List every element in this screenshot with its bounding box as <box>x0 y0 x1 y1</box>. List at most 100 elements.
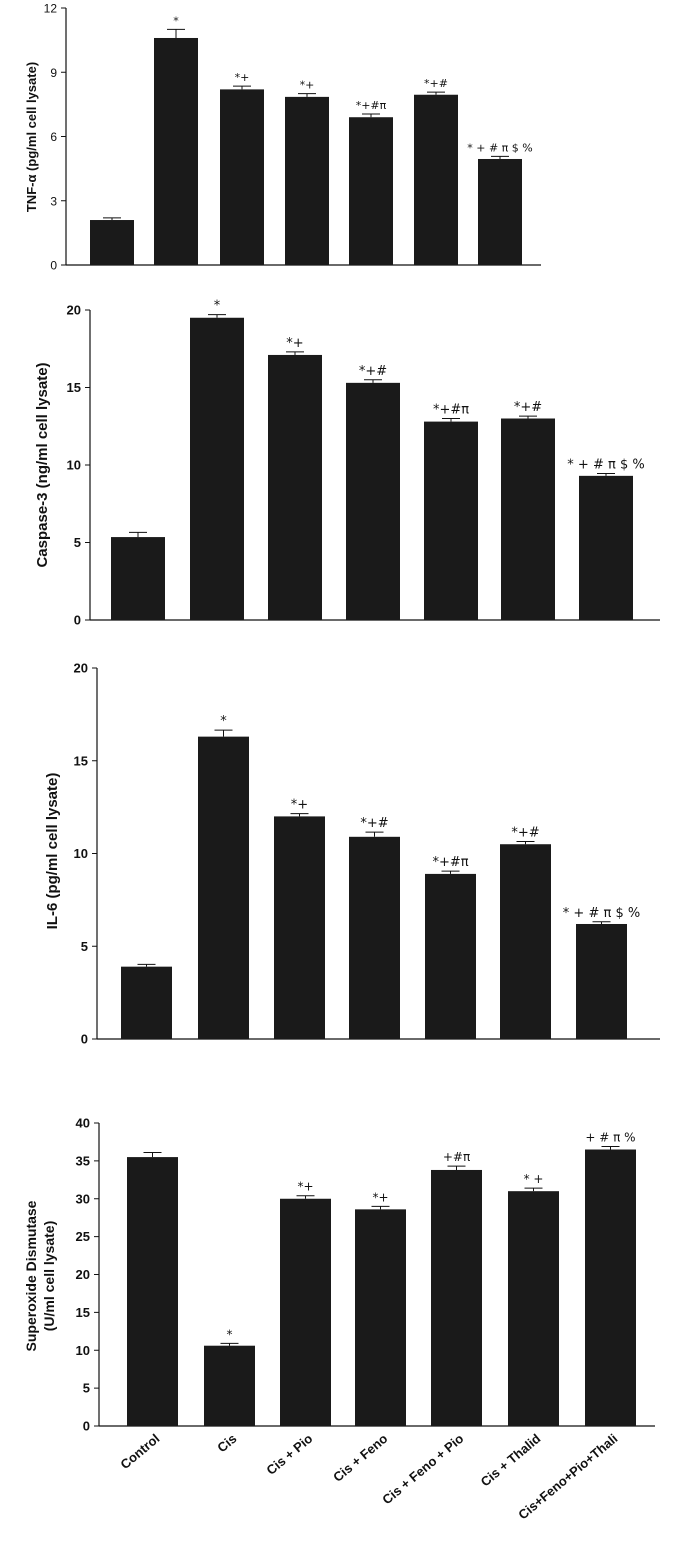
error-bar <box>214 729 233 737</box>
y-tick-label: 35 <box>76 1153 90 1168</box>
error-bar <box>516 840 535 845</box>
error-bar <box>364 379 382 383</box>
significance-label: * <box>220 714 227 729</box>
y-tick-label: 12 <box>44 2 58 16</box>
bar-5 <box>425 873 476 1039</box>
y-tick-label: 0 <box>81 1032 88 1047</box>
bar-3 <box>280 1198 331 1426</box>
significance-label: *+# <box>424 77 448 90</box>
y-tick-label: 25 <box>76 1229 90 1244</box>
y-axis-label: IL-6 (pg/ml cell lysate) <box>44 773 61 930</box>
error-bar <box>143 1152 162 1158</box>
bar-7 <box>585 1149 636 1426</box>
error-bar <box>519 415 537 419</box>
y-axis-label: Caspase-3 (ng/ml cell lysate) <box>34 362 51 567</box>
significance-label: * + # π $ % <box>567 458 644 473</box>
bar-1 <box>127 1157 178 1426</box>
y-tick-label: 15 <box>67 380 81 395</box>
significance-label: *+#π <box>356 99 387 112</box>
significance-label: * + # π $ % <box>467 141 533 154</box>
error-bar <box>371 1205 390 1210</box>
error-bar <box>296 1195 315 1199</box>
bar-5 <box>424 421 478 620</box>
error-bar <box>220 1342 239 1346</box>
error-bar <box>208 314 226 318</box>
error-bar <box>129 531 147 538</box>
y-tick-label: 30 <box>76 1191 90 1206</box>
significance-label: *+ <box>291 798 308 813</box>
y-tick-label: 0 <box>50 259 57 273</box>
significance-label: *+ <box>286 336 303 351</box>
x-category-label: Cis + Pio <box>263 1431 315 1478</box>
y-tick-label: 20 <box>76 1267 90 1282</box>
significance-label: * + # π $ % <box>563 906 640 921</box>
bar-1 <box>121 966 172 1039</box>
significance-label: *+# <box>359 364 387 379</box>
error-bar <box>137 963 156 967</box>
y-tick-label: 5 <box>83 1381 90 1396</box>
y-tick-label: 15 <box>74 753 88 768</box>
significance-label: * <box>227 1327 233 1341</box>
significance-label: * + <box>524 1172 544 1186</box>
x-category-label: Control <box>117 1431 162 1472</box>
error-bar <box>362 113 380 118</box>
bar-6 <box>508 1191 559 1426</box>
significance-label: *+ <box>372 1190 388 1204</box>
error-bar <box>524 1187 543 1192</box>
y-tick-label: 10 <box>74 846 88 861</box>
error-bar <box>601 1145 620 1150</box>
bar-2 <box>154 37 198 265</box>
y-tick-label: 10 <box>67 458 81 473</box>
significance-label: *+ <box>297 1180 313 1194</box>
y-tick-label: 5 <box>74 535 81 550</box>
y-tick-label: 20 <box>67 303 81 318</box>
y-tick-label: 3 <box>50 194 57 208</box>
error-bar <box>290 813 309 817</box>
bar-4 <box>349 836 400 1039</box>
error-bar <box>427 91 445 95</box>
chart-panel-1: 0 3 6 9 12 TNF-α (pg/ml cell lysate) * *+ *+ *+#π… <box>24 2 541 273</box>
significance-label: *+ <box>235 71 250 84</box>
bar-7 <box>579 475 633 620</box>
error-bar <box>298 93 316 97</box>
x-category-label: Cis + Thalid <box>478 1431 544 1490</box>
error-bar <box>233 85 251 90</box>
significance-label: + # π % <box>585 1130 635 1144</box>
bar-7 <box>576 923 627 1039</box>
y-tick-label: 10 <box>76 1343 90 1358</box>
error-bar <box>167 28 185 38</box>
bar-2 <box>204 1345 255 1426</box>
y-tick-label: 5 <box>81 939 88 954</box>
y-tick-label: 20 <box>74 661 88 676</box>
significance-label: *+# <box>360 816 388 831</box>
y-tick-label: 40 <box>76 1116 90 1131</box>
chart-panel-3: 0 5 10 15 20 IL-6 (pg/ml cell lysate) * *+ *+# *+… <box>44 661 660 1047</box>
significance-label: *+ <box>300 79 315 92</box>
y-tick-label: 6 <box>50 130 57 144</box>
y-tick-label: 15 <box>76 1305 90 1320</box>
significance-label: +#π <box>443 1150 470 1164</box>
bar-6 <box>501 418 555 620</box>
x-category-label: Cis + Feno <box>330 1431 390 1485</box>
y-axis-label: Superoxide Dismutase (U/ml cell lysate) <box>23 1200 57 1351</box>
significance-label: *+# <box>514 400 542 415</box>
significance-label: *+# <box>511 825 539 840</box>
y-tick-label: 0 <box>74 613 81 628</box>
bar-3 <box>274 816 325 1039</box>
error-bar <box>447 1165 466 1170</box>
bar-2 <box>190 317 244 620</box>
bar-6 <box>500 844 551 1039</box>
bar-3 <box>268 354 322 620</box>
bar-3 <box>220 89 264 265</box>
significance-label: * <box>214 299 221 314</box>
error-bar <box>365 831 384 837</box>
bar-1 <box>111 537 165 620</box>
chart-panel-4: 0 5 10 15 20 25 30 35 40 Superoxide Dismutase (U/m… <box>23 1116 655 1522</box>
x-category-label: Cis <box>214 1431 239 1455</box>
y-tick-label: 0 <box>83 1419 90 1434</box>
significance-label: *+#π <box>433 403 469 418</box>
y-axis-label: TNF-α (pg/ml cell lysate) <box>24 62 39 212</box>
bar-7 <box>478 158 522 265</box>
bar-4 <box>355 1209 406 1426</box>
